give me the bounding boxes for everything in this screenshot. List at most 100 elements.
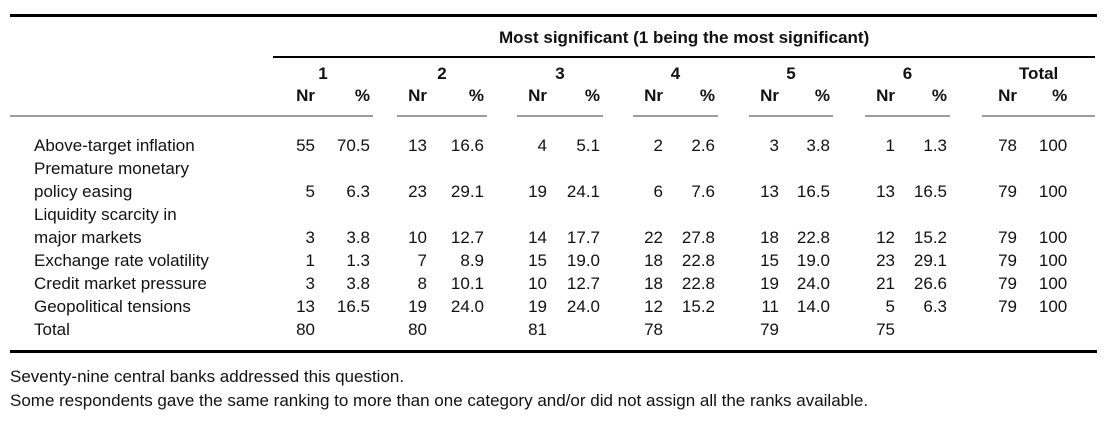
- cell-nr: 75: [876, 320, 895, 339]
- column-gap: [833, 203, 865, 249]
- column-gap: [487, 295, 517, 318]
- cell-pct: 12.7: [566, 274, 600, 293]
- cell-pct: 5.1: [576, 136, 600, 155]
- group-header-4: 4: [670, 64, 681, 83]
- cell-nr: 79: [998, 251, 1017, 270]
- column-gap: [603, 295, 633, 318]
- cell-pct: 24.0: [796, 274, 830, 293]
- cell-nr: 4: [537, 136, 547, 155]
- column-gap: [950, 318, 982, 350]
- cell-nr: 19: [528, 182, 547, 201]
- group-header-1: 1: [318, 64, 328, 83]
- cell-pct: 2.6: [691, 136, 715, 155]
- column-gap: [950, 116, 982, 157]
- cell-nr: 1: [885, 136, 895, 155]
- cell-nr: 5: [305, 182, 315, 201]
- subheader-nr: Nr: [749, 84, 779, 117]
- cell-nr: 15: [760, 251, 779, 270]
- column-gap: [718, 249, 749, 272]
- cell-pct: 6.3: [346, 182, 370, 201]
- column-gap: [487, 318, 517, 350]
- cell-pct: 100: [1038, 136, 1068, 155]
- row-label: Exchange rate volatility: [34, 251, 209, 270]
- cell-pct: 3.8: [346, 274, 370, 293]
- cell-pct: 29.1: [913, 251, 947, 270]
- table-row: Premature monetary policy easing 5 6.3 23 29.…: [10, 157, 1095, 203]
- cell-pct: 3.8: [346, 228, 370, 247]
- group-header-spacer: [10, 57, 273, 84]
- cell-pct: 17.7: [566, 228, 600, 247]
- cell-nr: 80: [296, 320, 315, 339]
- column-gap: [950, 295, 982, 318]
- column-gap: [718, 157, 749, 203]
- column-gap: [833, 318, 865, 350]
- group-header-6: 6: [902, 64, 913, 83]
- cell-nr: 23: [876, 251, 895, 270]
- subheader-pct: %: [1017, 84, 1096, 117]
- cell-pct: [315, 318, 373, 350]
- cell-pct: 24.0: [566, 297, 600, 316]
- cell-pct: 3.8: [806, 136, 830, 155]
- cell-nr: 79: [998, 274, 1017, 293]
- column-gap: [833, 157, 865, 203]
- row-label: Premature monetary policy easing: [34, 159, 189, 201]
- cell-nr: 78: [644, 320, 663, 339]
- table-row: Liquidity scarcity in major markets 3 3.8 10…: [10, 203, 1095, 249]
- column-gap: [950, 57, 982, 84]
- cell-pct: 10.1: [450, 274, 484, 293]
- cell-pct: 29.1: [450, 182, 484, 201]
- column-gap: [603, 57, 633, 84]
- subheader-pct: %: [895, 84, 950, 117]
- cell-pct: 100: [1038, 228, 1068, 247]
- group-header-total: Total: [1018, 64, 1059, 83]
- group-header-3: 3: [555, 64, 565, 83]
- cell-nr: 3: [305, 228, 315, 247]
- cell-pct: [895, 318, 950, 350]
- sub-header-row: Nr% Nr% Nr% Nr% Nr% Nr% Nr%: [10, 84, 1096, 117]
- column-gap: [487, 203, 517, 249]
- group-header-row: 1 2 3 4 5 6 Total: [10, 57, 1095, 84]
- column-gap: [833, 272, 865, 295]
- cell-nr: 79: [998, 228, 1017, 247]
- cell-pct: 16.6: [450, 136, 484, 155]
- column-gap: [487, 84, 517, 116]
- cell-nr: 79: [760, 320, 779, 339]
- column-gap: [833, 249, 865, 272]
- group-header-5: 5: [786, 64, 796, 83]
- column-gap: [833, 116, 865, 157]
- cell-nr: 10: [408, 228, 427, 247]
- cell-nr: 19: [408, 297, 427, 316]
- cell-nr: 13: [760, 182, 779, 201]
- cell-pct: 7.6: [691, 182, 715, 201]
- column-gap: [718, 295, 749, 318]
- cell-nr: 18: [644, 251, 663, 270]
- ranking-table: Most significant (1 being the most signi…: [10, 17, 1096, 350]
- cell-nr: 22: [644, 228, 663, 247]
- cell-pct: [1017, 318, 1095, 350]
- cell-pct: [779, 318, 833, 350]
- cell-nr: 13: [296, 297, 315, 316]
- column-gap: [950, 203, 982, 249]
- cell-pct: 22.8: [796, 228, 830, 247]
- column-gap: [718, 203, 749, 249]
- cell-pct: 14.0: [796, 297, 830, 316]
- column-gap: [718, 272, 749, 295]
- column-gap: [950, 272, 982, 295]
- subheader-nr: Nr: [982, 84, 1017, 117]
- cell-nr: 18: [644, 274, 663, 293]
- cell-pct: [427, 318, 487, 350]
- column-gap: [487, 249, 517, 272]
- cell-nr: 55: [296, 136, 315, 155]
- cell-nr: 18: [760, 228, 779, 247]
- cell-nr: 13: [876, 182, 895, 201]
- column-gap: [603, 318, 633, 350]
- column-gap: [718, 57, 749, 84]
- subheader-nr: Nr: [633, 84, 663, 117]
- cell-pct: 70.5: [336, 136, 370, 155]
- cell-pct: 1.3: [346, 251, 370, 270]
- column-gap: [833, 57, 865, 84]
- cell-pct: 24.1: [566, 182, 600, 201]
- corner-cell: [10, 17, 273, 57]
- cell-pct: 12.7: [450, 228, 484, 247]
- cell-pct: 15.2: [681, 297, 715, 316]
